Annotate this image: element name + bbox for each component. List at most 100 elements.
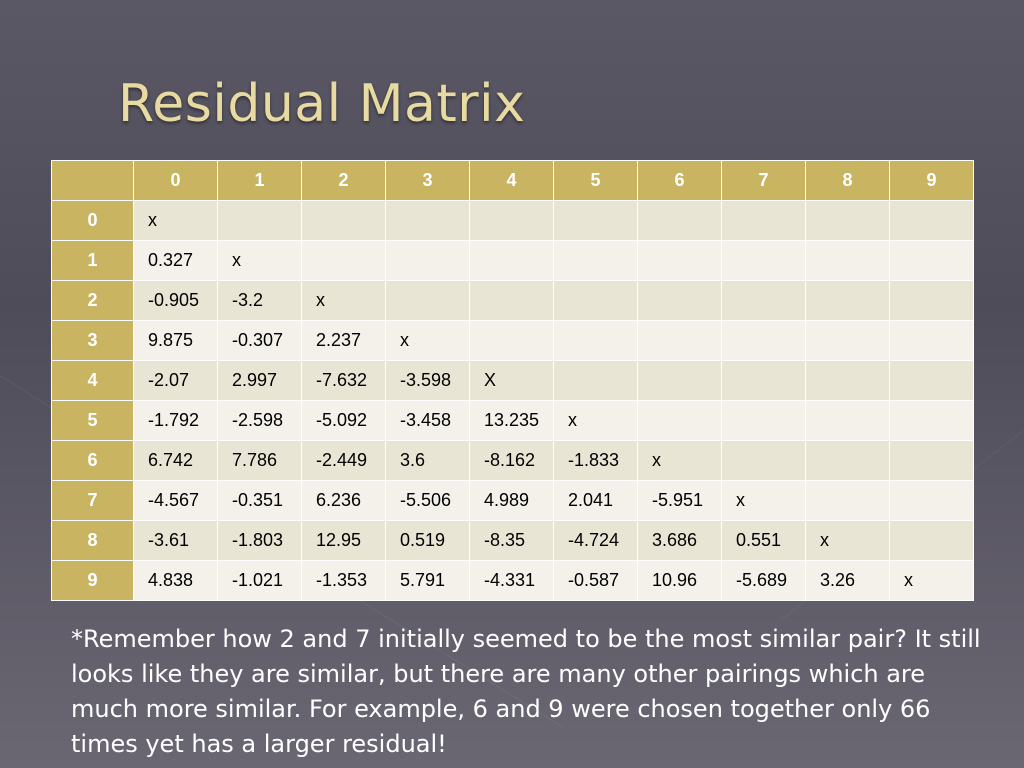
column-header: 3 — [386, 160, 470, 201]
table-cell — [890, 401, 974, 441]
table-cell — [806, 241, 890, 281]
table-cell: x — [218, 241, 302, 281]
table-cell — [890, 241, 974, 281]
table-cell: -3.61 — [134, 521, 218, 561]
table-cell — [806, 481, 890, 521]
table-cell: x — [134, 201, 218, 241]
table-cell: -4.724 — [554, 521, 638, 561]
table-cell: 0.327 — [134, 241, 218, 281]
table-cell — [890, 321, 974, 361]
table-cell — [722, 401, 806, 441]
table-row: 7 -4.567 -0.351 6.236 -5.506 4.989 2.041 -5.951… — [51, 481, 974, 521]
table-cell — [302, 201, 386, 241]
table-cell: 3.26 — [806, 561, 890, 601]
table-cell — [722, 201, 806, 241]
table-cell: -1.803 — [218, 521, 302, 561]
table-cell — [722, 281, 806, 321]
table-cell: -2.598 — [218, 401, 302, 441]
table-cell — [470, 321, 554, 361]
table-cell — [470, 281, 554, 321]
table-cell: 4.989 — [470, 481, 554, 521]
table-cell: 2.041 — [554, 481, 638, 521]
table-cell — [302, 241, 386, 281]
table-cell — [806, 441, 890, 481]
table-row: 4 -2.07 2.997 -7.632 -3.598 X — [51, 361, 974, 401]
table-cell — [638, 321, 722, 361]
table-cell — [722, 361, 806, 401]
table-cell — [890, 441, 974, 481]
table-cell — [638, 241, 722, 281]
table-cell: 9.875 — [134, 321, 218, 361]
table-row: 1 0.327 x — [51, 241, 974, 281]
table-cell: x — [806, 521, 890, 561]
column-header: 9 — [890, 160, 974, 201]
table-cell — [890, 521, 974, 561]
table-cell: -7.632 — [302, 361, 386, 401]
table-cell: -5.951 — [638, 481, 722, 521]
slide-title: Residual Matrix — [118, 74, 526, 134]
table-cell: 6.236 — [302, 481, 386, 521]
table-cell: -8.35 — [470, 521, 554, 561]
table-cell: -5.092 — [302, 401, 386, 441]
table-cell — [386, 201, 470, 241]
table-cell — [386, 281, 470, 321]
table-cell: 3.686 — [638, 521, 722, 561]
table-cell: 3.6 — [386, 441, 470, 481]
row-header: 5 — [51, 401, 134, 441]
table-cell: -5.689 — [722, 561, 806, 601]
table-cell: -0.587 — [554, 561, 638, 601]
table-cell — [554, 361, 638, 401]
table-row: 2 -0.905 -3.2 x — [51, 281, 974, 321]
table-row: 6 6.742 7.786 -2.449 3.6 -8.162 -1.833 x — [51, 441, 974, 481]
table-cell — [638, 401, 722, 441]
table-cell: -3.458 — [386, 401, 470, 441]
table-cell: x — [386, 321, 470, 361]
table-cell: -0.307 — [218, 321, 302, 361]
table-cell: -3.2 — [218, 281, 302, 321]
column-header: 0 — [134, 160, 218, 201]
table-cell — [554, 201, 638, 241]
table-cell — [638, 361, 722, 401]
table-cell: -0.905 — [134, 281, 218, 321]
table-cell: 7.786 — [218, 441, 302, 481]
table-cell: x — [890, 561, 974, 601]
row-header: 9 — [51, 561, 134, 601]
table-cell — [470, 201, 554, 241]
column-header: 5 — [554, 160, 638, 201]
column-header: 7 — [722, 160, 806, 201]
table-cell — [806, 201, 890, 241]
table-cell: -4.567 — [134, 481, 218, 521]
table-cell — [638, 281, 722, 321]
column-header: 6 — [638, 160, 722, 201]
table-cell: -1.833 — [554, 441, 638, 481]
table-cell: 4.838 — [134, 561, 218, 601]
table-cell: 6.742 — [134, 441, 218, 481]
table-cell: 0.551 — [722, 521, 806, 561]
table-cell: -2.07 — [134, 361, 218, 401]
row-header: 4 — [51, 361, 134, 401]
row-header: 6 — [51, 441, 134, 481]
table-cell: -4.331 — [470, 561, 554, 601]
table-cell — [890, 361, 974, 401]
table-row: 5 -1.792 -2.598 -5.092 -3.458 13.235 x — [51, 401, 974, 441]
row-header: 0 — [51, 201, 134, 241]
slide-note: *Remember how 2 and 7 initially seemed t… — [71, 625, 981, 758]
row-header: 7 — [51, 481, 134, 521]
table-cell — [554, 321, 638, 361]
table-cell — [890, 201, 974, 241]
table-cell: x — [638, 441, 722, 481]
table-cell: 13.235 — [470, 401, 554, 441]
row-header: 3 — [51, 321, 134, 361]
table-cell: 5.791 — [386, 561, 470, 601]
column-header: 4 — [470, 160, 554, 201]
table-cell: 2.997 — [218, 361, 302, 401]
table-cell: -0.351 — [218, 481, 302, 521]
table-cell — [218, 201, 302, 241]
table-cell — [386, 241, 470, 281]
table-cell: x — [722, 481, 806, 521]
table-row: 8 -3.61 -1.803 12.95 0.519 -8.35 -4.724 3.686 0.… — [51, 521, 974, 561]
column-header: 2 — [302, 160, 386, 201]
table-cell: -1.353 — [302, 561, 386, 601]
table-cell: -1.792 — [134, 401, 218, 441]
